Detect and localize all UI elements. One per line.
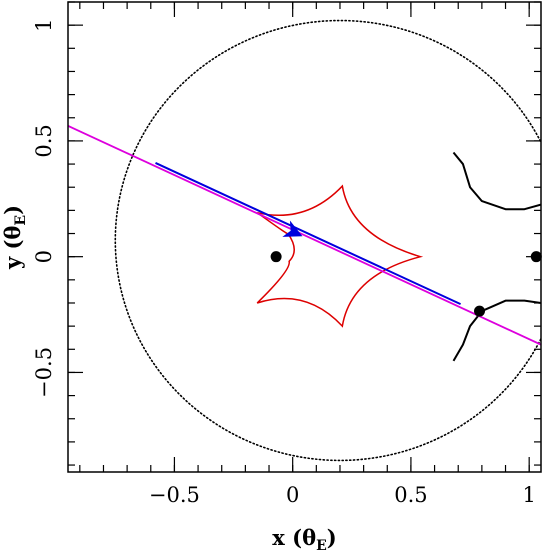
x-axis-label: x (θE) [272,525,336,554]
y-axis-label-main: y (θ [0,226,25,270]
trajectory-arrowhead [282,220,303,237]
x-tick-label: 0 [286,483,299,507]
axis-ticks [68,1,541,472]
y-tick-label: 1 [32,18,56,31]
y-axis-label: y (θE) [0,205,29,270]
x-tick-label: 0.5 [394,483,427,507]
y-tick-labels: −0.5 0 0.5 1 [32,18,56,397]
x-axis-label-main: x (θ [272,525,316,550]
lens-point-3 [474,305,486,317]
x-axis-label-close: ) [327,525,337,550]
lens-point-2 [530,251,542,263]
y-axis-label-sub: E [13,215,29,226]
critical-curve-upper [452,151,541,211]
y-tick-label: −0.5 [32,347,56,398]
plot-frame [67,1,542,473]
y-tick-label: 0 [32,250,56,263]
y-axis-label-close: ) [0,205,25,215]
x-axis-label-sub: E [316,538,327,554]
y-tick-label: 0.5 [32,124,56,157]
plot-contents [68,19,541,462]
lens-point-1 [270,251,282,263]
critical-curve-dotted [114,19,541,462]
x-tick-labels: −0.5 0 0.5 1 [149,483,536,507]
source-trajectory [155,162,462,306]
x-tick-label: 1 [522,483,535,507]
x-tick-label: −0.5 [149,483,200,507]
binary-axis-line [68,125,541,346]
caustic-curve [256,184,424,328]
